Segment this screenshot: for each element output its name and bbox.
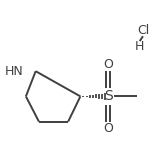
Text: O: O	[103, 58, 113, 71]
Text: HN: HN	[5, 65, 24, 78]
Text: S: S	[104, 89, 112, 103]
Text: H: H	[135, 40, 144, 53]
Text: O: O	[103, 122, 113, 135]
Text: Cl: Cl	[137, 24, 149, 37]
